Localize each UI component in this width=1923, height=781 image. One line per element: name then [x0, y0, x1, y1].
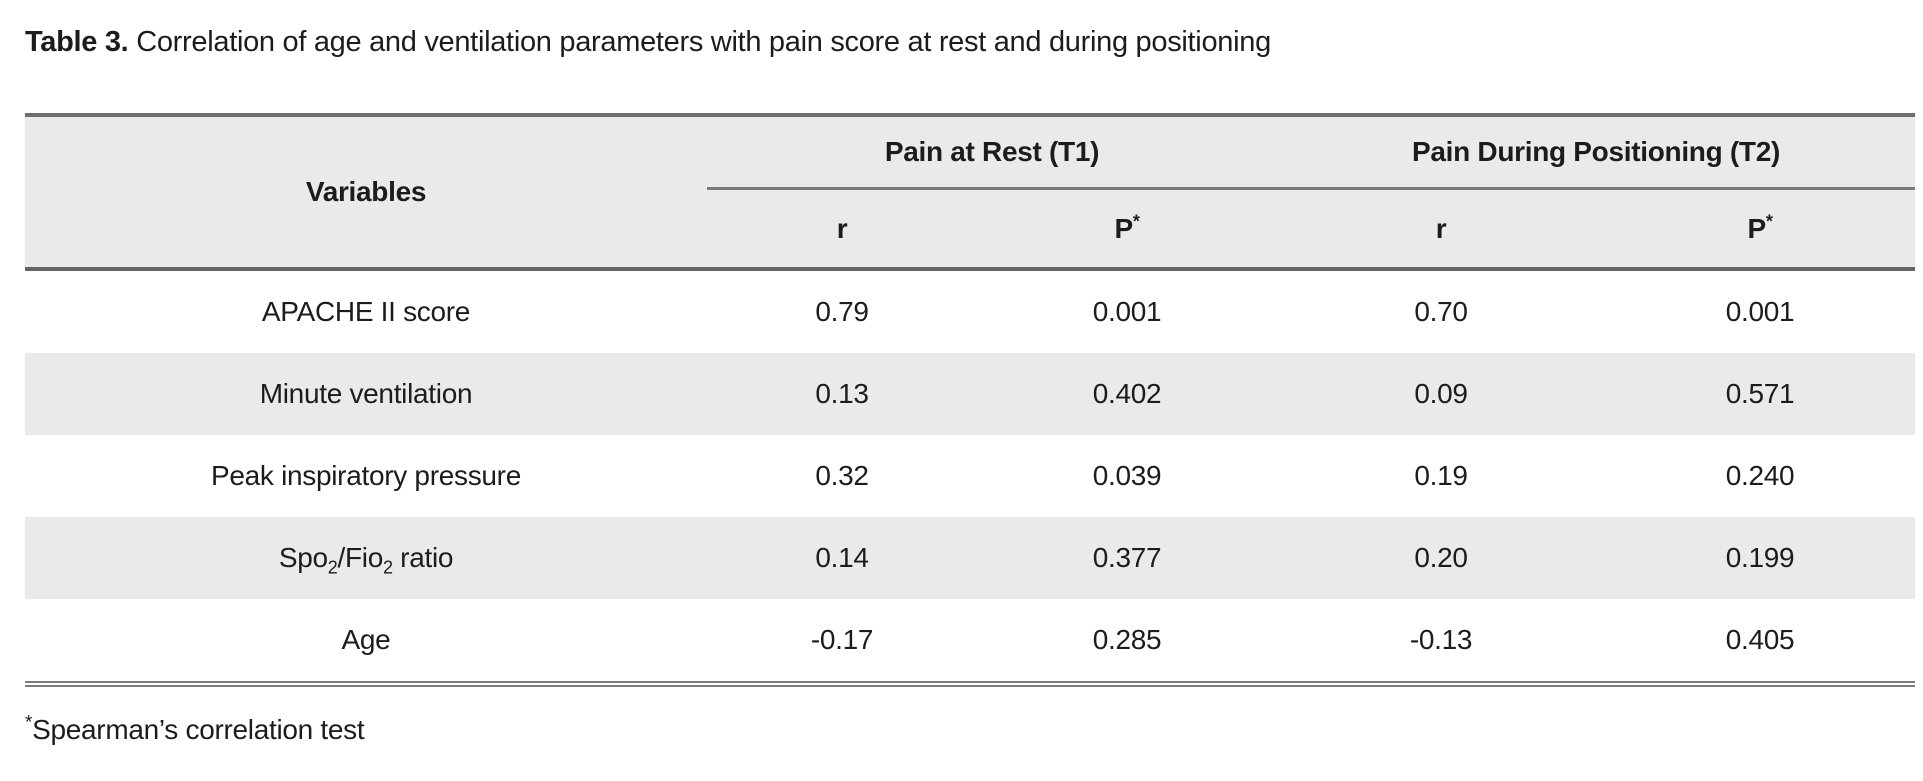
cell-r-t2: 0.19 — [1277, 435, 1605, 517]
cell-r-t2: 0.20 — [1277, 517, 1605, 599]
cell-p-t1: 0.402 — [977, 353, 1277, 435]
p-header-t2-base: P — [1747, 212, 1766, 244]
spo2-fio2-label-part: ratio — [392, 542, 454, 573]
cell-p-t2: 0.240 — [1605, 435, 1915, 517]
footnote: *Spearman’s correlation test — [25, 713, 1915, 747]
table-row-apache: APACHE II score 0.79 0.001 0.70 0.001 — [25, 269, 1915, 353]
cell-p-t1: 0.039 — [977, 435, 1277, 517]
sub-header-row: r P* r P* — [25, 188, 1915, 271]
group-header-pain-during-positioning: Pain During Positioning (T2) — [1277, 115, 1915, 190]
group-header-pain-at-rest: Pain at Rest (T1) — [707, 115, 1277, 190]
r-header-t2: r — [1277, 188, 1605, 271]
paper-page: Table 3. Correlation of age and ventilat… — [25, 22, 1915, 747]
p-header-t2: P* — [1605, 188, 1915, 271]
row-label: Age — [25, 599, 707, 684]
cell-p-t2: 0.405 — [1605, 599, 1915, 684]
table-title-number: Table 3. — [25, 26, 129, 58]
p-header-t1-base: P — [1114, 212, 1133, 244]
table-row-spo2-fio2-ratio: Spo2/Fio2 ratio 0.14 0.377 0.20 0.199 — [25, 517, 1915, 599]
cell-p-t1: 0.377 — [977, 517, 1277, 599]
cell-r-t2: -0.13 — [1277, 599, 1605, 684]
spo2-fio2-label-part: Spo — [278, 542, 328, 573]
cell-r-t1: 0.14 — [707, 517, 977, 599]
table-body: APACHE II score 0.79 0.001 0.70 0.001 Mi… — [25, 269, 1915, 684]
table-title: Table 3. Correlation of age and ventilat… — [25, 22, 1915, 62]
cell-r-t1: 0.13 — [707, 353, 977, 435]
row-label: Peak inspiratory pressure — [25, 435, 707, 517]
footnote-text: Spearman’s correlation test — [32, 714, 365, 745]
subscript-2: 2 — [382, 557, 393, 578]
group-header-row: Variables Pain at Rest (T1) Pain During … — [25, 115, 1915, 271]
table-title-text: Correlation of age and ventilation param… — [136, 26, 1271, 58]
asterisk-superscript: * — [1132, 211, 1140, 232]
r-header-t1: r — [707, 188, 977, 271]
row-label: Minute ventilation — [25, 353, 707, 435]
cell-r-t1: 0.32 — [707, 435, 977, 517]
cell-r-t1: 0.79 — [707, 269, 977, 353]
cell-p-t1: 0.001 — [977, 269, 1277, 353]
cell-p-t2: 0.571 — [1605, 353, 1915, 435]
footnote-asterisk: * — [25, 712, 33, 734]
row-label: Spo2/Fio2 ratio — [25, 517, 707, 599]
cell-r-t2: 0.09 — [1277, 353, 1605, 435]
p-header-t1: P* — [977, 188, 1277, 271]
cell-p-t2: 0.001 — [1605, 269, 1915, 353]
table-row-minute-ventilation: Minute ventilation 0.13 0.402 0.09 0.571 — [25, 353, 1915, 435]
spo2-fio2-label-part: /Fio — [337, 542, 383, 573]
asterisk-superscript: * — [1765, 211, 1773, 232]
cell-p-t1: 0.285 — [977, 599, 1277, 684]
subscript-2: 2 — [327, 557, 338, 578]
row-label: APACHE II score — [25, 269, 707, 353]
variables-header: Variables — [25, 115, 707, 271]
table-row-age: Age -0.17 0.285 -0.13 0.405 — [25, 599, 1915, 684]
cell-r-t1: -0.17 — [707, 599, 977, 684]
table-row-peak-inspiratory-pressure: Peak inspiratory pressure 0.32 0.039 0.1… — [25, 435, 1915, 517]
cell-r-t2: 0.70 — [1277, 269, 1605, 353]
correlation-table: Variables Pain at Rest (T1) Pain During … — [25, 113, 1915, 687]
cell-p-t2: 0.199 — [1605, 517, 1915, 599]
table-header: Variables Pain at Rest (T1) Pain During … — [25, 115, 1915, 271]
